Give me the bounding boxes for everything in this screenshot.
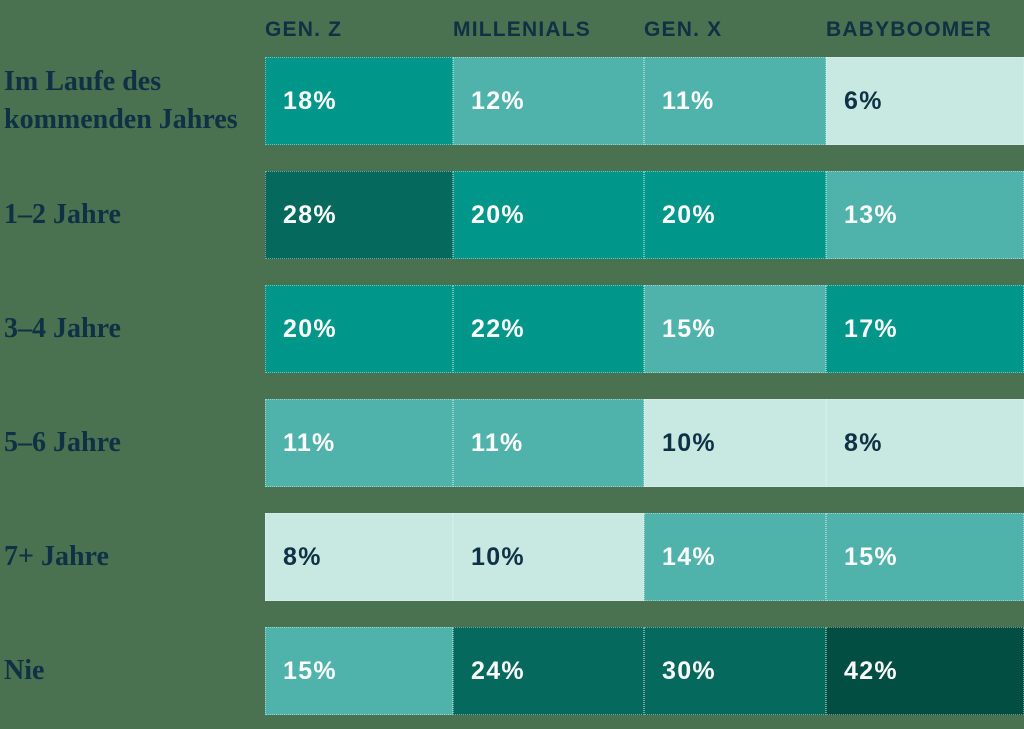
cell-value-label: 42% xyxy=(844,656,898,685)
heatmap-cell: 15% xyxy=(644,285,826,373)
heatmap-cell: 15% xyxy=(265,627,453,715)
heatmap-cell: 20% xyxy=(453,171,644,259)
column-header: BABYBOOMER xyxy=(826,18,993,41)
heatmap-cell: 11% xyxy=(453,399,644,487)
cell-value-label: 14% xyxy=(662,542,716,571)
heatmap-cell: 10% xyxy=(453,513,644,601)
cell-value-label: 20% xyxy=(471,200,525,229)
cell-value-label: 24% xyxy=(471,656,525,685)
cell-value-label: 28% xyxy=(283,200,337,229)
cell-value-label: 11% xyxy=(283,428,336,457)
cell-value-label: 15% xyxy=(283,656,337,685)
cell-value-label: 11% xyxy=(662,86,715,115)
column-header: GEN. X xyxy=(644,18,723,41)
heatmap-cell: 6% xyxy=(826,57,1024,145)
cell-value-label: 15% xyxy=(844,542,898,571)
row-label: Im Laufe des kommenden Jahres xyxy=(4,66,238,135)
cell-value-label: 22% xyxy=(471,314,525,343)
column-header: GEN. Z xyxy=(265,18,343,41)
heatmap-cell: 20% xyxy=(265,285,453,373)
cell-value-label: 13% xyxy=(844,200,898,229)
cell-value-label: 15% xyxy=(662,314,716,343)
heatmap-cell: 10% xyxy=(644,399,826,487)
row-label: Nie xyxy=(4,655,45,687)
heatmap-cell: 8% xyxy=(826,399,1024,487)
heatmap-cell: 42% xyxy=(826,627,1024,715)
cell-value-label: 10% xyxy=(662,428,716,457)
column-header: MILLENIALS xyxy=(453,18,591,41)
cell-value-label: 6% xyxy=(844,86,883,115)
cell-value-label: 20% xyxy=(662,200,716,229)
heatmap-cell: 11% xyxy=(644,57,826,145)
cell-value-label: 18% xyxy=(283,86,337,115)
heatmap-cell: 17% xyxy=(826,285,1024,373)
heatmap-cell: 15% xyxy=(826,513,1024,601)
heatmap-cell: 24% xyxy=(453,627,644,715)
row-label: 1–2 Jahre xyxy=(4,199,121,231)
heatmap-cell: 11% xyxy=(265,399,453,487)
row-label: 7+ Jahre xyxy=(4,541,109,573)
cell-value-label: 10% xyxy=(471,542,525,571)
cell-value-label: 20% xyxy=(283,314,337,343)
heatmap-cell: 20% xyxy=(644,171,826,259)
cell-value-label: 11% xyxy=(471,428,524,457)
row-label: 3–4 Jahre xyxy=(4,313,121,345)
heatmap-cell: 8% xyxy=(265,513,453,601)
heatmap-cell: 30% xyxy=(644,627,826,715)
cell-value-label: 17% xyxy=(844,314,898,343)
cell-value-label: 30% xyxy=(662,656,716,685)
heatmap-cell: 18% xyxy=(265,57,453,145)
heatmap-cell: 12% xyxy=(453,57,644,145)
heatmap-cell: 13% xyxy=(826,171,1024,259)
cell-value-label: 8% xyxy=(844,428,883,457)
heatmap-cell: 14% xyxy=(644,513,826,601)
cell-value-label: 12% xyxy=(471,86,525,115)
row-label: 5–6 Jahre xyxy=(4,427,121,459)
cell-value-label: 8% xyxy=(283,542,322,571)
heatmap-cell: 28% xyxy=(265,171,453,259)
heatmap-cell: 22% xyxy=(453,285,644,373)
